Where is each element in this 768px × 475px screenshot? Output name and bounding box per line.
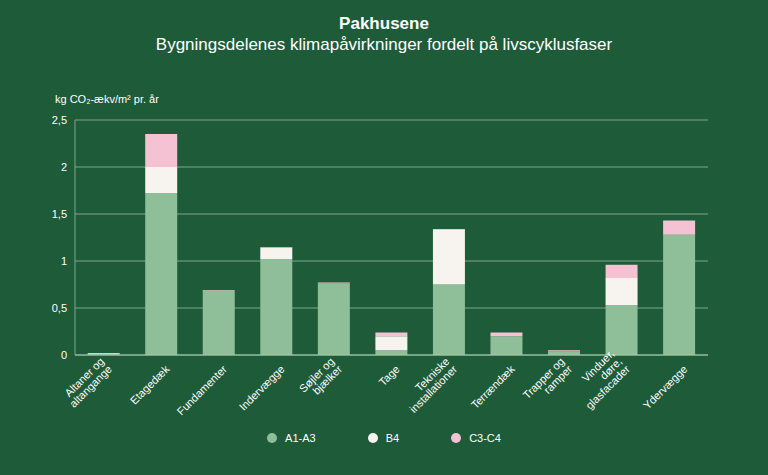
html-text:B4: B4	[385, 432, 400, 444]
svg-text:1: 1	[61, 255, 67, 267]
html-text:A1-A3: A1-A3	[285, 432, 316, 444]
svg-text:1,5: 1,5	[52, 208, 67, 220]
svg-text:Vinduer,døre,glasfacader: Vinduer,døre,glasfacader	[568, 347, 632, 411]
svg-text:2: 2	[61, 161, 67, 173]
svg-text:2,5: 2,5	[52, 114, 67, 126]
svg-text:0: 0	[61, 349, 67, 361]
svg-text:Indervægge: Indervægge	[237, 363, 287, 413]
html-text:Pakhusene: Pakhusene	[339, 14, 429, 33]
svg-text:Etagedæk: Etagedæk	[128, 362, 172, 406]
html-text:kg CO₂-ækv/m² pr. år: kg CO₂-ækv/m² pr. år	[55, 93, 159, 105]
svg-text:Altaner ogaltangange: Altaner ogaltangange	[59, 355, 114, 410]
svg-text:Trapper ogramper: Trapper ogramper	[520, 355, 574, 409]
svg-text:0,5: 0,5	[52, 302, 67, 314]
svg-text:Ydervægge: Ydervægge	[641, 363, 690, 412]
html-text:C3-C4: C3-C4	[469, 432, 501, 444]
html-text:Bygningsdelenes klimapåvirknin: Bygningsdelenes klimapåvirkninger fordel…	[155, 35, 613, 54]
svg-text:Tekniskeinstallationer: Tekniskeinstallationer	[399, 355, 459, 415]
svg-text:Terrændæk: Terrændæk	[469, 362, 518, 411]
svg-text:Søjler ogbjælker: Søjler ogbjælker	[297, 355, 345, 403]
svg-text:Tage: Tage	[376, 363, 401, 388]
svg-text:Fundamenter: Fundamenter	[174, 363, 229, 418]
